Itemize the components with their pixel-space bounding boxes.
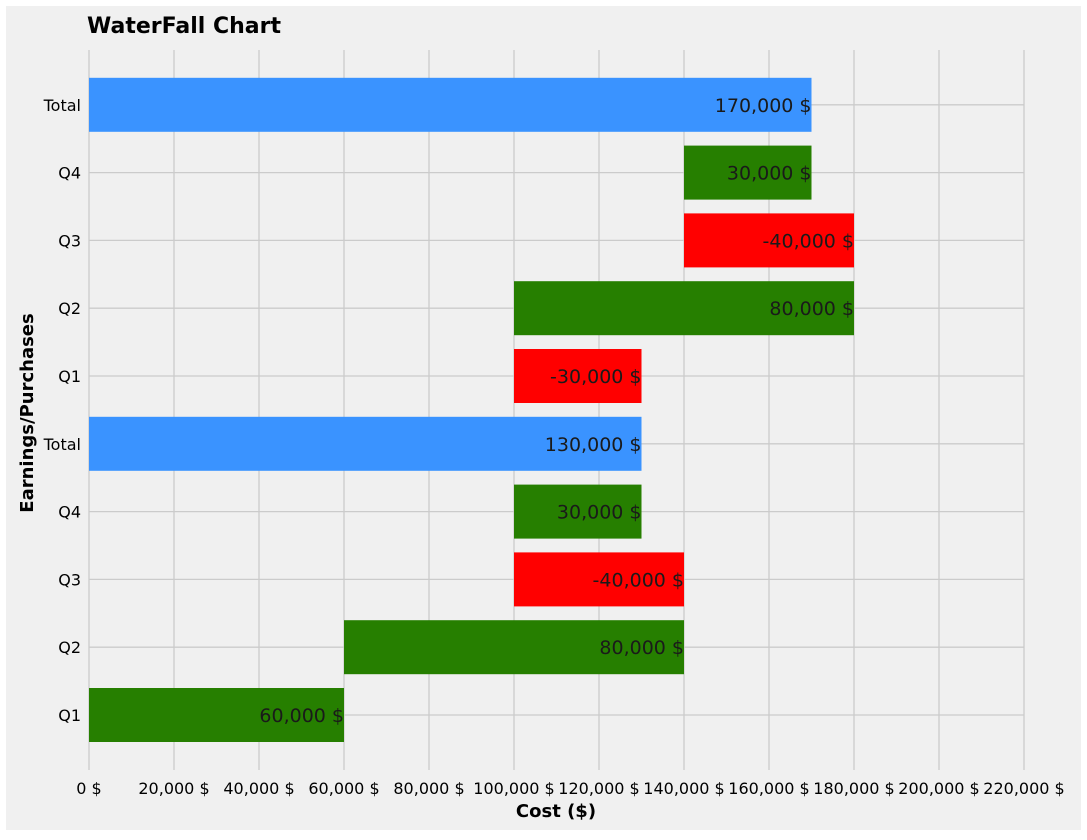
x-tick-label: 100,000 $ <box>473 779 554 798</box>
bar-total <box>89 77 812 132</box>
bar-increase <box>89 688 344 742</box>
x-tick-label: 120,000 $ <box>558 779 639 798</box>
bar-value-label: -40,000 $ <box>593 569 684 591</box>
x-tick-label: 40,000 $ <box>223 779 294 798</box>
y-tick-label: Total <box>43 435 81 454</box>
x-tick-label: 220,000 $ <box>983 779 1064 798</box>
y-tick-label: Q2 <box>58 299 81 318</box>
x-tick-labels: 0 $ 20,000 $ 40,000 $ 60,000 $ 80,000 $ 100,0… <box>76 779 1064 798</box>
y-tick-label: Q4 <box>58 503 81 522</box>
bar-value-label: 30,000 $ <box>727 163 812 185</box>
bar-value-label: 30,000 $ <box>557 502 642 524</box>
x-tick-label: 20,000 $ <box>138 779 209 798</box>
y-tick-label: Q1 <box>58 367 81 386</box>
bar-increase <box>344 620 684 675</box>
bar-value-label: 170,000 $ <box>715 95 812 117</box>
x-axis-label: Cost ($) <box>516 801 596 822</box>
y-tick-label: Q1 <box>58 706 81 725</box>
bar-value-label: -40,000 $ <box>763 230 854 252</box>
bar-decrease <box>514 552 684 607</box>
chart-title: WaterFall Chart <box>87 14 281 39</box>
x-tick-label: 0 $ <box>76 779 101 798</box>
bars <box>89 77 854 742</box>
y-tick-label: Q4 <box>58 164 81 183</box>
y-axis-label: Earnings/Purchases <box>17 313 38 512</box>
x-tick-label: 160,000 $ <box>728 779 809 798</box>
bar-value-label: 80,000 $ <box>599 637 684 659</box>
bar-increase <box>514 281 854 336</box>
y-tick-label: Q3 <box>58 570 81 589</box>
y-tick-labels: Q1 Q2 Q3 Q4 Total Q1 Q2 Q3 Q4 Total <box>43 96 81 725</box>
bar-decrease <box>684 213 854 268</box>
bar-value-label: -30,000 $ <box>550 366 641 388</box>
bar-increase <box>514 484 642 539</box>
x-tick-label: 60,000 $ <box>308 779 379 798</box>
x-tick-label: 80,000 $ <box>393 779 464 798</box>
bar-decrease <box>514 349 642 403</box>
bar-value-label: 60,000 $ <box>259 705 344 727</box>
y-tick-label: Total <box>43 96 81 115</box>
bar-total <box>89 416 642 471</box>
x-tick-label: 140,000 $ <box>643 779 724 798</box>
y-tick-label: Q2 <box>58 638 81 657</box>
bar-value-label: 130,000 $ <box>545 434 642 456</box>
bar-value-labels: 60,000 $ 80,000 $ -40,000 $ 30,000 $ 130,000… <box>259 95 854 727</box>
bar-value-label: 80,000 $ <box>769 298 854 320</box>
x-tick-label: 200,000 $ <box>898 779 979 798</box>
x-tick-label: 180,000 $ <box>813 779 894 798</box>
y-tick-label: Q3 <box>58 231 81 250</box>
bar-increase <box>684 145 812 200</box>
